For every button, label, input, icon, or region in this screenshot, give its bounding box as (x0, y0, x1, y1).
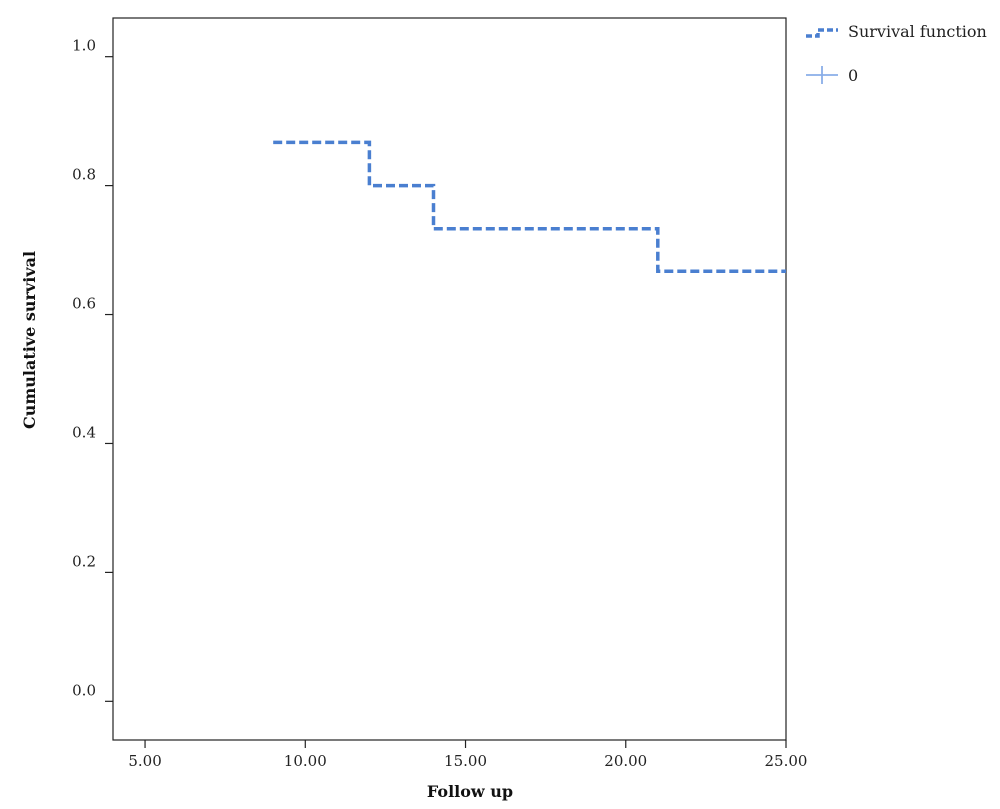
series-layer (273, 140, 786, 274)
y-tick-label: 0.6 (72, 295, 96, 313)
y-tick-label: 0.8 (72, 166, 96, 184)
y-axis: 0.0 0.2 0.4 0.6 0.8 1.0 (72, 37, 113, 702)
y-axis-title: Cumulative survival (20, 251, 39, 429)
x-axis: 5.00 10.00 15.00 20.00 25.00 (128, 740, 807, 770)
x-tick-label: 10.00 (284, 752, 327, 770)
plot-area-frame (112, 17, 787, 741)
legend-swatch-survival-function (806, 28, 838, 38)
legend: Survival function 0 (806, 22, 987, 85)
series-line-survival-function (273, 140, 786, 274)
x-tick-label: 25.00 (765, 752, 808, 770)
legend-label-survival-function: Survival function (848, 22, 987, 41)
y-tick-label: 0.4 (72, 423, 96, 441)
y-tick-label: 0.0 (72, 681, 96, 699)
y-tick-label: 1.0 (72, 37, 96, 55)
x-tick-label: 20.00 (604, 752, 647, 770)
x-axis-title: Follow up (427, 782, 513, 801)
y-tick-label: 0.2 (72, 552, 96, 570)
x-tick-label: 15.00 (444, 752, 487, 770)
legend-item-censored: 0 (806, 66, 858, 85)
legend-item-survival-function: Survival function (806, 22, 987, 41)
x-tick-label: 5.00 (128, 752, 161, 770)
legend-label-censored: 0 (848, 66, 858, 85)
